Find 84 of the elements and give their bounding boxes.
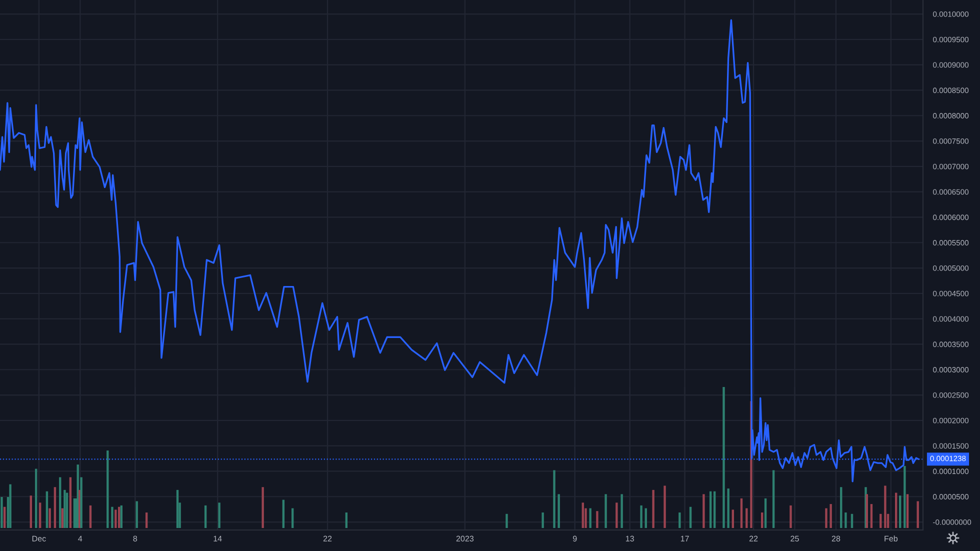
bar — [589, 508, 592, 528]
bar — [727, 488, 730, 528]
bar — [542, 512, 544, 528]
bar — [904, 466, 906, 528]
bar — [880, 514, 882, 528]
x-tick-label: 2023 — [456, 536, 474, 542]
bar — [604, 494, 607, 528]
bar — [844, 512, 847, 528]
bar — [640, 505, 642, 528]
bar — [582, 502, 584, 528]
bar — [218, 502, 220, 528]
bar — [0, 496, 3, 528]
bar — [553, 470, 556, 528]
bar — [118, 506, 120, 528]
bar — [898, 496, 902, 528]
bar — [616, 502, 618, 528]
bar — [702, 494, 705, 528]
bar — [114, 510, 117, 528]
x-tick-label: 22 — [749, 536, 758, 542]
bar — [652, 490, 654, 528]
bar — [761, 512, 764, 528]
bar — [66, 492, 68, 528]
bar — [262, 487, 264, 528]
bar — [291, 508, 294, 528]
bar — [678, 512, 681, 528]
bar — [282, 500, 285, 528]
bar — [145, 512, 148, 528]
bar — [69, 477, 72, 528]
bar — [89, 505, 92, 528]
x-tick-label: 25 — [790, 536, 799, 542]
x-tick-label: 14 — [214, 536, 222, 542]
bar — [30, 496, 32, 528]
bar — [713, 491, 716, 528]
x-tick-label: 9 — [573, 536, 577, 542]
bar — [620, 494, 623, 528]
bar — [61, 508, 64, 528]
x-tick-label: 22 — [323, 536, 332, 542]
line-series — [0, 19, 920, 482]
x-tick-label: 17 — [680, 536, 689, 542]
x-tick-label: Feb — [884, 536, 898, 542]
bar — [790, 505, 792, 528]
bar — [689, 506, 692, 528]
bar — [46, 491, 48, 528]
bar — [916, 501, 919, 528]
bar — [9, 484, 12, 528]
bar — [894, 492, 898, 528]
bar — [3, 506, 6, 528]
bar — [48, 508, 51, 528]
x-tick-label: Dec — [32, 536, 46, 542]
bar — [596, 511, 598, 528]
bar — [558, 494, 560, 528]
bar — [830, 504, 832, 528]
bar — [764, 498, 767, 528]
bar — [644, 508, 647, 528]
bar — [740, 498, 743, 528]
x-tick-label: 28 — [832, 536, 840, 542]
bar — [840, 487, 842, 528]
bar — [866, 494, 868, 528]
bar — [506, 514, 508, 528]
bar — [906, 494, 909, 528]
bar — [732, 510, 734, 528]
bar — [176, 490, 179, 528]
bar — [38, 502, 42, 528]
bar — [345, 512, 348, 528]
bar — [204, 505, 207, 528]
bar — [772, 470, 775, 528]
bar — [709, 491, 712, 528]
bar — [34, 468, 38, 528]
bar — [825, 508, 828, 528]
bar — [64, 490, 66, 528]
x-tick-label: 4 — [78, 536, 82, 542]
bar — [54, 487, 56, 528]
bar — [59, 477, 62, 528]
bar — [884, 486, 886, 528]
bar — [136, 501, 138, 528]
bar — [870, 504, 873, 528]
bar — [106, 450, 109, 528]
bar — [850, 514, 854, 528]
x-tick-label: 8 — [133, 536, 138, 542]
bar — [111, 506, 114, 528]
bar — [722, 387, 725, 528]
x-tick-label: 13 — [626, 536, 634, 542]
bar — [746, 508, 748, 528]
bar — [664, 486, 666, 528]
